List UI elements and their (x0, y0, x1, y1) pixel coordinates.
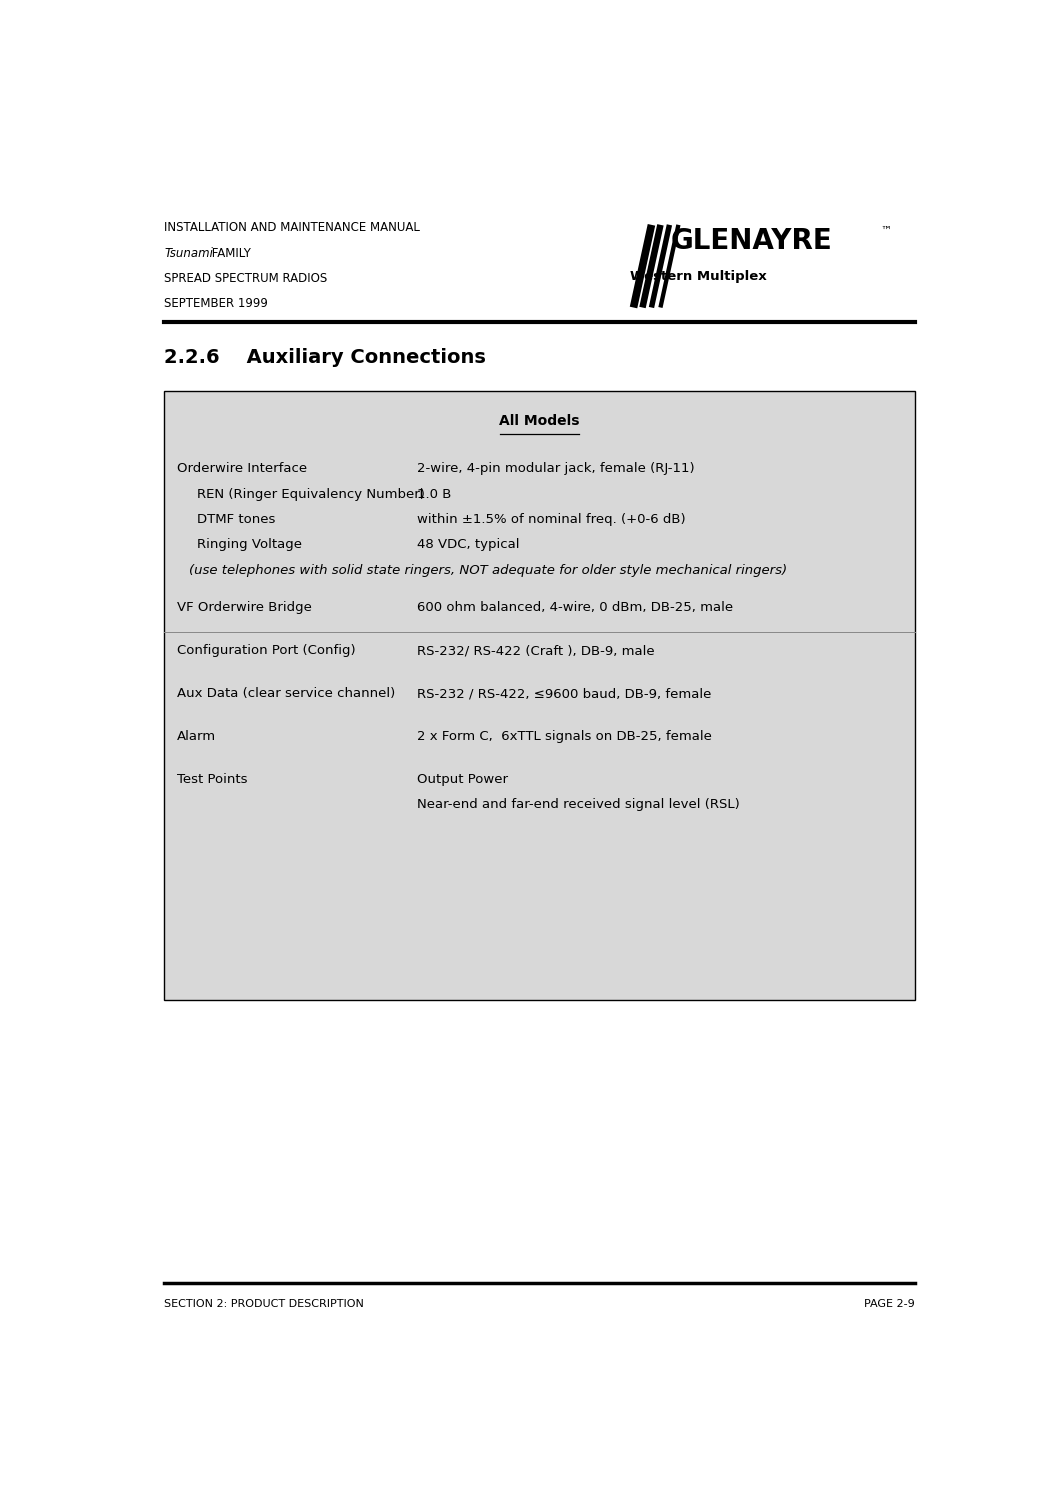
Text: 2.2.6    Auxiliary Connections: 2.2.6 Auxiliary Connections (164, 347, 486, 367)
Text: Western Multiplex: Western Multiplex (631, 270, 768, 283)
Text: 1.0 B: 1.0 B (417, 488, 451, 501)
Text: FAMILY: FAMILY (208, 246, 252, 259)
Text: within ±1.5% of nominal freq. (+0-6 dB): within ±1.5% of nominal freq. (+0-6 dB) (417, 513, 686, 526)
Bar (164, 391, 915, 1000)
Text: Alarm: Alarm (177, 731, 216, 743)
Text: REN (Ringer Equivalency Number): REN (Ringer Equivalency Number) (197, 488, 424, 501)
Text: Ringing Voltage: Ringing Voltage (197, 538, 302, 552)
Text: VF Orderwire Bridge: VF Orderwire Bridge (177, 601, 312, 614)
Text: Near-end and far-end received signal level (RSL): Near-end and far-end received signal lev… (417, 798, 739, 811)
Text: SPREAD SPECTRUM RADIOS: SPREAD SPECTRUM RADIOS (164, 271, 327, 285)
Text: 2-wire, 4-pin modular jack, female (RJ-11): 2-wire, 4-pin modular jack, female (RJ-1… (417, 462, 694, 476)
Text: 600 ohm balanced, 4-wire, 0 dBm, DB-25, male: 600 ohm balanced, 4-wire, 0 dBm, DB-25, … (417, 601, 733, 614)
Text: Configuration Port (Config): Configuration Port (Config) (177, 644, 355, 658)
Text: All Models: All Models (499, 414, 580, 428)
Text: DTMF tones: DTMF tones (197, 513, 275, 526)
Text: 48 VDC, typical: 48 VDC, typical (417, 538, 519, 552)
Text: 2 x Form C,  6xTTL signals on DB-25, female: 2 x Form C, 6xTTL signals on DB-25, fema… (417, 731, 712, 743)
Text: INSTALLATION AND MAINTENANCE MANUAL: INSTALLATION AND MAINTENANCE MANUAL (164, 221, 420, 234)
Text: SECTION 2: PRODUCT DESCRIPTION: SECTION 2: PRODUCT DESCRIPTION (164, 1300, 364, 1309)
Text: RS-232 / RS-422, ≤9600 baud, DB-9, female: RS-232 / RS-422, ≤9600 baud, DB-9, femal… (417, 687, 711, 701)
Text: SEPTEMBER 1999: SEPTEMBER 1999 (164, 297, 269, 310)
Text: Orderwire Interface: Orderwire Interface (177, 462, 306, 476)
Text: Test Points: Test Points (177, 774, 247, 786)
Text: Aux Data (clear service channel): Aux Data (clear service channel) (177, 687, 395, 701)
Text: (use telephones with solid state ringers, NOT adequate for older style mechanica: (use telephones with solid state ringers… (188, 564, 787, 577)
Text: Tsunami: Tsunami (164, 246, 213, 259)
Text: PAGE 2-9: PAGE 2-9 (865, 1300, 915, 1309)
Text: Output Power: Output Power (417, 774, 508, 786)
Text: RS-232/ RS-422 (Craft ), DB-9, male: RS-232/ RS-422 (Craft ), DB-9, male (417, 644, 654, 658)
Text: ™: ™ (880, 227, 892, 236)
Text: GLENAYRE: GLENAYRE (671, 227, 832, 255)
